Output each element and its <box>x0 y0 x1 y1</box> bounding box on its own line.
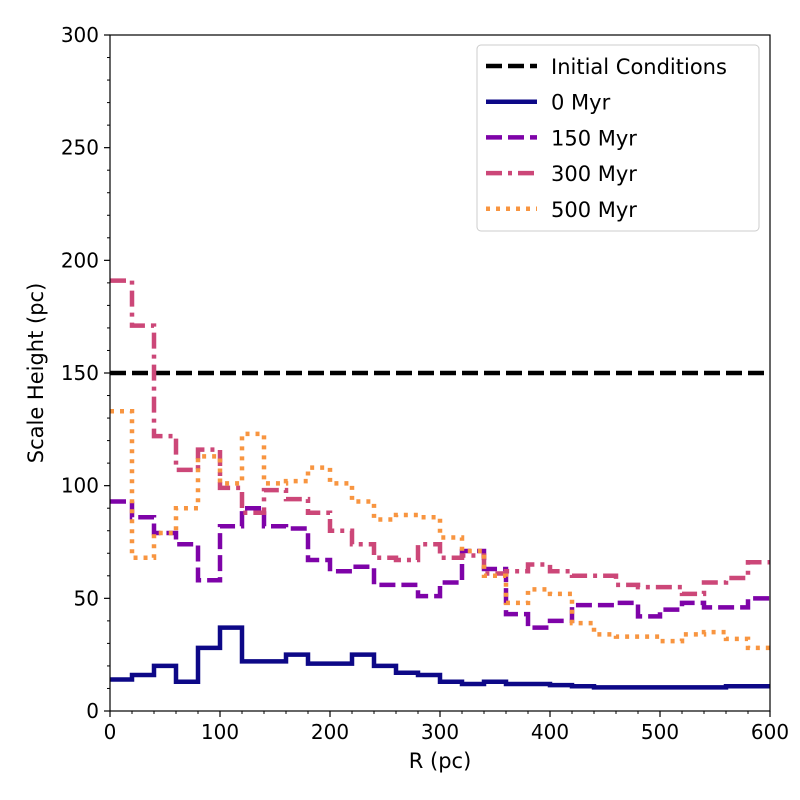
x-tick-label: 400 <box>531 720 569 744</box>
y-tick-label: 250 <box>61 136 99 160</box>
x-tick-label: 100 <box>201 720 239 744</box>
legend-label-0: Initial Conditions <box>551 55 727 79</box>
x-tick-label: 500 <box>641 720 679 744</box>
series-line-2 <box>110 499 770 630</box>
y-tick-label: 50 <box>74 586 99 610</box>
legend-label-4: 500 Myr <box>551 198 637 222</box>
y-tick-label: 100 <box>61 474 99 498</box>
x-tick-label: 200 <box>311 720 349 744</box>
x-tick-label: 300 <box>421 720 459 744</box>
y-tick-label: 200 <box>61 248 99 272</box>
x-axis: 0 100 200 300 400 500 600 <box>104 711 789 744</box>
legend-label-1: 0 Myr <box>551 91 611 115</box>
y-axis: 0 50 100 150 200 250 300 <box>61 23 110 723</box>
plot-series <box>110 278 770 690</box>
y-tick-label: 300 <box>61 23 99 47</box>
legend-box <box>476 44 760 232</box>
legend-label-2: 150 Myr <box>551 126 637 150</box>
series-line-3 <box>110 278 770 597</box>
y-axis-label: Scale Height (pc) <box>24 283 48 464</box>
series-line-1 <box>110 625 770 690</box>
x-axis-label: R (pc) <box>409 749 472 773</box>
y-tick-label: 0 <box>86 699 99 723</box>
legend-label-3: 300 Myr <box>551 162 637 186</box>
x-tick-label: 0 <box>104 720 117 744</box>
y-tick-label: 150 <box>61 361 99 385</box>
legend: Initial Conditions 0 Myr 150 Myr 300 Myr 500… <box>476 44 760 232</box>
x-tick-label: 600 <box>751 720 789 744</box>
